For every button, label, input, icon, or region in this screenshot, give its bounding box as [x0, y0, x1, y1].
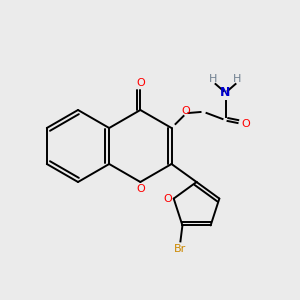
Text: N: N [220, 86, 231, 100]
Text: O: O [163, 194, 172, 204]
Text: O: O [241, 119, 250, 129]
Text: Br: Br [174, 244, 187, 254]
Text: O: O [136, 78, 145, 88]
Text: O: O [136, 184, 145, 194]
Text: H: H [233, 74, 242, 84]
Text: O: O [181, 106, 190, 116]
Text: H: H [209, 74, 218, 84]
